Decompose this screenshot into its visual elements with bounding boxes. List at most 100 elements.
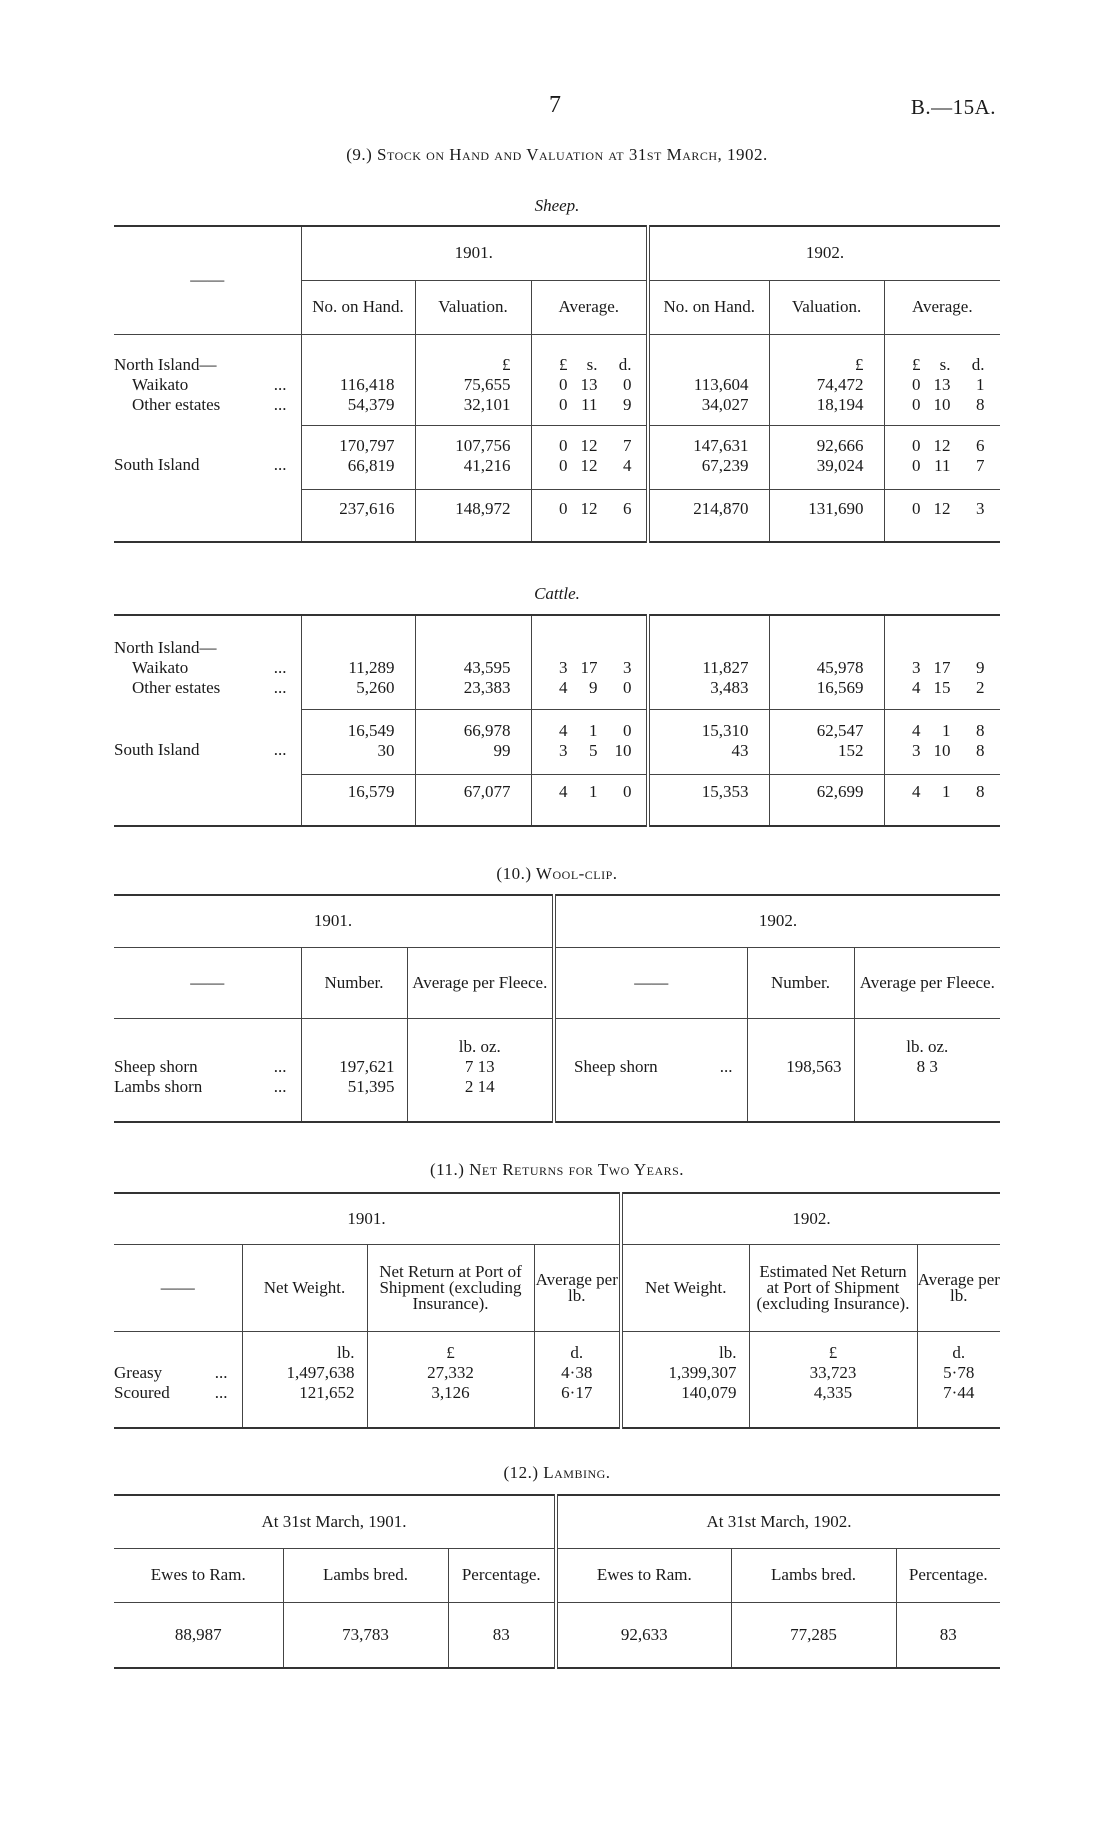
- cell-value: 147,631: [693, 435, 749, 455]
- cell-value: lb. oz.: [906, 1036, 949, 1056]
- table-cell: 131,690: [768, 488, 885, 542]
- table-cell: 4 1 8: [883, 773, 1000, 826]
- cell-value: 99: [493, 740, 511, 760]
- amount-part: 11: [581, 394, 598, 414]
- table-cell: South Island...: [114, 709, 301, 774]
- cell-value: [650, 638, 769, 658]
- column-header: No. on Hand.: [300, 280, 415, 335]
- amount-part: 0: [559, 394, 568, 414]
- table-line: 0 11 7: [885, 456, 1001, 476]
- cell-value: 3,126: [431, 1382, 470, 1402]
- column-header: Net Weight.: [241, 1244, 367, 1332]
- table-cell: lb. 1,399,307 140,079: [619, 1331, 749, 1428]
- page-number: 7: [549, 92, 561, 118]
- table-cell: 83: [447, 1602, 557, 1668]
- amount-part: 0: [623, 374, 632, 394]
- amount-part: 4: [623, 455, 632, 475]
- amount-part: 12: [933, 435, 951, 455]
- column-header: Average per Fleece.: [406, 947, 555, 1019]
- wool-clip-title: (10.) Wool-clip.: [496, 864, 618, 883]
- table-cell: 45,978 16,569: [768, 615, 884, 709]
- column-header: ——: [114, 1244, 242, 1332]
- cell-value: 214,870: [693, 498, 749, 518]
- amount-part: 4: [912, 781, 921, 801]
- amount-part: 17: [933, 658, 951, 677]
- amount-part: £: [912, 354, 921, 374]
- cattle-subtitle: Cattle.: [534, 584, 580, 603]
- leader-dots: ...: [273, 740, 287, 759]
- table-line: Scoured...: [114, 1383, 242, 1403]
- wool-clip-table: 1901. 1902. —— Number. Average per Fleece. ——…: [114, 894, 1001, 1123]
- table-cell: £33,723 4,335: [748, 1331, 917, 1428]
- amount-part: 1: [589, 781, 598, 801]
- amount-part: 12: [933, 498, 951, 518]
- cell-value: [302, 638, 415, 658]
- cell-value: 2 14: [464, 1076, 495, 1096]
- column-header: Average per Fleece.: [853, 947, 1001, 1019]
- table-line: North Island—: [114, 355, 301, 375]
- amount-part: 8: [976, 740, 985, 760]
- column-header: At 31st March, 1902.: [554, 1495, 1001, 1549]
- table-line: [114, 435, 301, 455]
- column-header: Lambs bred.: [730, 1548, 897, 1603]
- table-cell: 197,621 51,395: [300, 1018, 407, 1122]
- table-cell: Sheep shorn...: [552, 1018, 748, 1122]
- column-header: At 31st March, 1901.: [114, 1495, 557, 1549]
- leader-dots: ...: [214, 1362, 228, 1382]
- table-line: Lambs shorn...: [114, 1077, 301, 1097]
- table-cell: 15,353: [646, 773, 769, 826]
- leader-dots: ...: [719, 1056, 733, 1076]
- amount-part: 4: [912, 720, 921, 740]
- column-header: Valuation.: [768, 280, 885, 335]
- cattle-stock-table: North Island— Waikato... Other estates... 1…: [114, 614, 1000, 827]
- cell-value: 39,024: [816, 455, 864, 475]
- cell-value: £: [828, 1342, 838, 1362]
- cell-value: d.: [952, 1342, 966, 1362]
- table-row-group: South Island... 16,549 30 66,978 99 4 1 0 3 5 10 15…: [114, 708, 1000, 774]
- table-cell: lb. oz. 8 3: [853, 1018, 1001, 1122]
- amount-part: 8: [976, 394, 985, 414]
- amount-part: 12: [580, 498, 598, 518]
- amount-part: 4: [559, 720, 568, 740]
- table-cell: £ s. d. 0 13 0 0 11 9: [530, 334, 649, 425]
- table-cell: 0 12 6 0 11 7: [883, 424, 1001, 489]
- header-row: No. on Hand. Valuation. Average. No. on Han…: [114, 280, 1001, 335]
- row-label: Scoured: [114, 1382, 170, 1402]
- cell-value: 131,690: [808, 498, 864, 518]
- table-row-group: Greasy... Scoured... lb. 1,497,638 121,652 £2…: [114, 1331, 1001, 1428]
- table-row-group: 88,987 73,783 83 92,633 77,285 83: [114, 1602, 1001, 1668]
- cell-value: 83: [939, 1624, 957, 1644]
- table-line: Other estates...: [114, 678, 301, 698]
- amount-part: 1: [942, 720, 951, 740]
- amount-part: 13: [580, 374, 598, 394]
- amount-part: 1: [976, 374, 985, 394]
- column-header: ——: [114, 947, 301, 1019]
- column-header: Percentage.: [895, 1548, 1001, 1603]
- column-header: Ewes to Ram.: [114, 1548, 283, 1603]
- cell-value: 11,289: [348, 658, 395, 677]
- table-line: 0 13 0: [532, 375, 647, 395]
- cell-value: [748, 1077, 854, 1097]
- table-line: 0 12 6: [532, 499, 647, 519]
- table-line: North Island—: [114, 638, 301, 658]
- cell-value: [650, 355, 769, 375]
- cell-value: 75,655: [463, 374, 511, 394]
- amount-part: 3: [976, 498, 985, 518]
- cell-value: £: [855, 354, 864, 374]
- table-line: 0 13 1: [885, 375, 1001, 395]
- cell-value: d.: [570, 1342, 584, 1362]
- amount-part: 0: [912, 435, 921, 455]
- amount-part: s.: [939, 354, 951, 374]
- cell-value: 198,563: [786, 1056, 842, 1076]
- amount-part: 12: [580, 435, 598, 455]
- amount-part: 2: [976, 678, 985, 697]
- cell-value: 73,783: [342, 1624, 389, 1644]
- amount-part: 7: [976, 455, 985, 475]
- table-line: Other estates...: [114, 395, 301, 415]
- table-cell: 3 17 9 4 15 2: [883, 615, 1000, 709]
- table-cell: 43,595 23,383: [414, 615, 531, 709]
- table-line: 0 12 7: [532, 436, 647, 456]
- amount-part: 9: [589, 678, 598, 697]
- table-cell: 92,666 39,024: [768, 424, 885, 489]
- lambing-table: At 31st March, 1901. At 31st March, 1902.…: [114, 1494, 1001, 1669]
